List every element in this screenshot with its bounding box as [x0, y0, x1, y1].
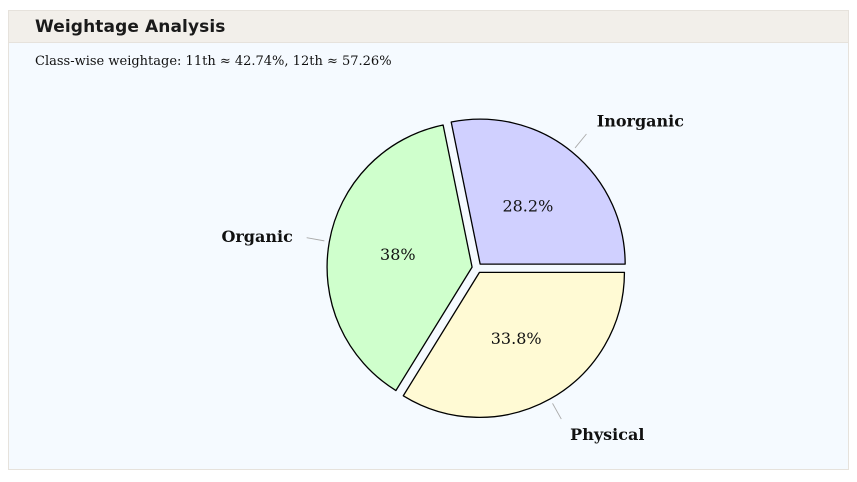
panel-header: Weightage Analysis	[9, 11, 848, 43]
pie-percent-label-organic: 38%	[380, 245, 416, 264]
pie-category-label-organic: Organic	[221, 227, 293, 246]
pie-leader-line-inorganic	[574, 133, 587, 149]
pie-slice-organic	[326, 124, 473, 392]
pie-leader-line-organic	[306, 237, 325, 242]
pie-leader-line-physical	[552, 403, 562, 420]
pie-category-label-inorganic: Inorganic	[597, 111, 684, 130]
class-weightage-summary: Class-wise weightage: 11th ≈ 42.74%, 12t…	[35, 54, 392, 69]
pie-slice-physical	[402, 271, 626, 419]
pie-category-label-physical: Physical	[570, 425, 644, 444]
pie-percent-label-physical: 33.8%	[491, 329, 542, 348]
pie-percent-label-inorganic: 28.2%	[502, 197, 553, 216]
panel-title: Weightage Analysis	[35, 16, 226, 37]
pie-slice-inorganic	[450, 118, 626, 265]
